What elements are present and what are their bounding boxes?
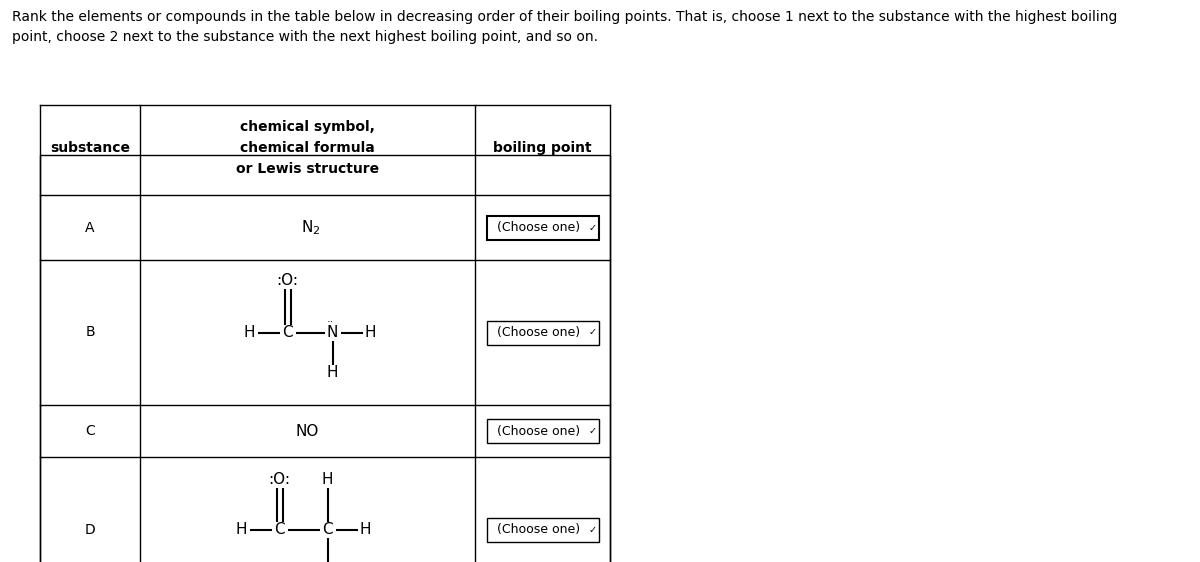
Text: H: H <box>244 325 256 340</box>
Bar <box>40 155 610 562</box>
Text: 2: 2 <box>312 226 319 237</box>
Text: C: C <box>282 325 293 340</box>
Text: H: H <box>365 325 377 340</box>
Text: H: H <box>326 365 338 380</box>
Text: N: N <box>302 220 313 235</box>
Text: chemical symbol,
chemical formula
or Lewis structure: chemical symbol, chemical formula or Lew… <box>236 120 379 175</box>
Bar <box>486 518 599 542</box>
Text: C: C <box>85 424 95 438</box>
Text: H: H <box>322 472 334 487</box>
Text: D: D <box>85 523 95 537</box>
Text: (Choose one): (Choose one) <box>497 424 580 437</box>
Text: (Choose one): (Choose one) <box>497 523 580 536</box>
Text: boiling point: boiling point <box>493 141 592 155</box>
Text: N: N <box>326 325 338 340</box>
Text: :O:: :O: <box>276 273 299 288</box>
Bar <box>486 215 599 239</box>
Text: Rank the elements or compounds in the table below in decreasing order of their b: Rank the elements or compounds in the ta… <box>12 10 1117 43</box>
Bar <box>486 419 599 443</box>
Text: ✓: ✓ <box>588 223 596 233</box>
Text: C: C <box>274 522 284 537</box>
Text: H: H <box>235 522 247 537</box>
Text: A: A <box>85 220 95 234</box>
Bar <box>486 320 599 345</box>
Text: C: C <box>322 522 332 537</box>
Text: ✓: ✓ <box>588 328 596 338</box>
Text: ✓: ✓ <box>588 524 596 534</box>
Text: (Choose one): (Choose one) <box>497 221 580 234</box>
Text: H: H <box>360 522 371 537</box>
Text: :O:: :O: <box>269 472 290 487</box>
Text: ✓: ✓ <box>588 426 596 436</box>
Text: NO: NO <box>296 424 319 438</box>
Text: ..: .. <box>326 314 334 324</box>
Text: substance: substance <box>50 141 130 155</box>
Text: (Choose one): (Choose one) <box>497 326 580 339</box>
Text: B: B <box>85 325 95 339</box>
